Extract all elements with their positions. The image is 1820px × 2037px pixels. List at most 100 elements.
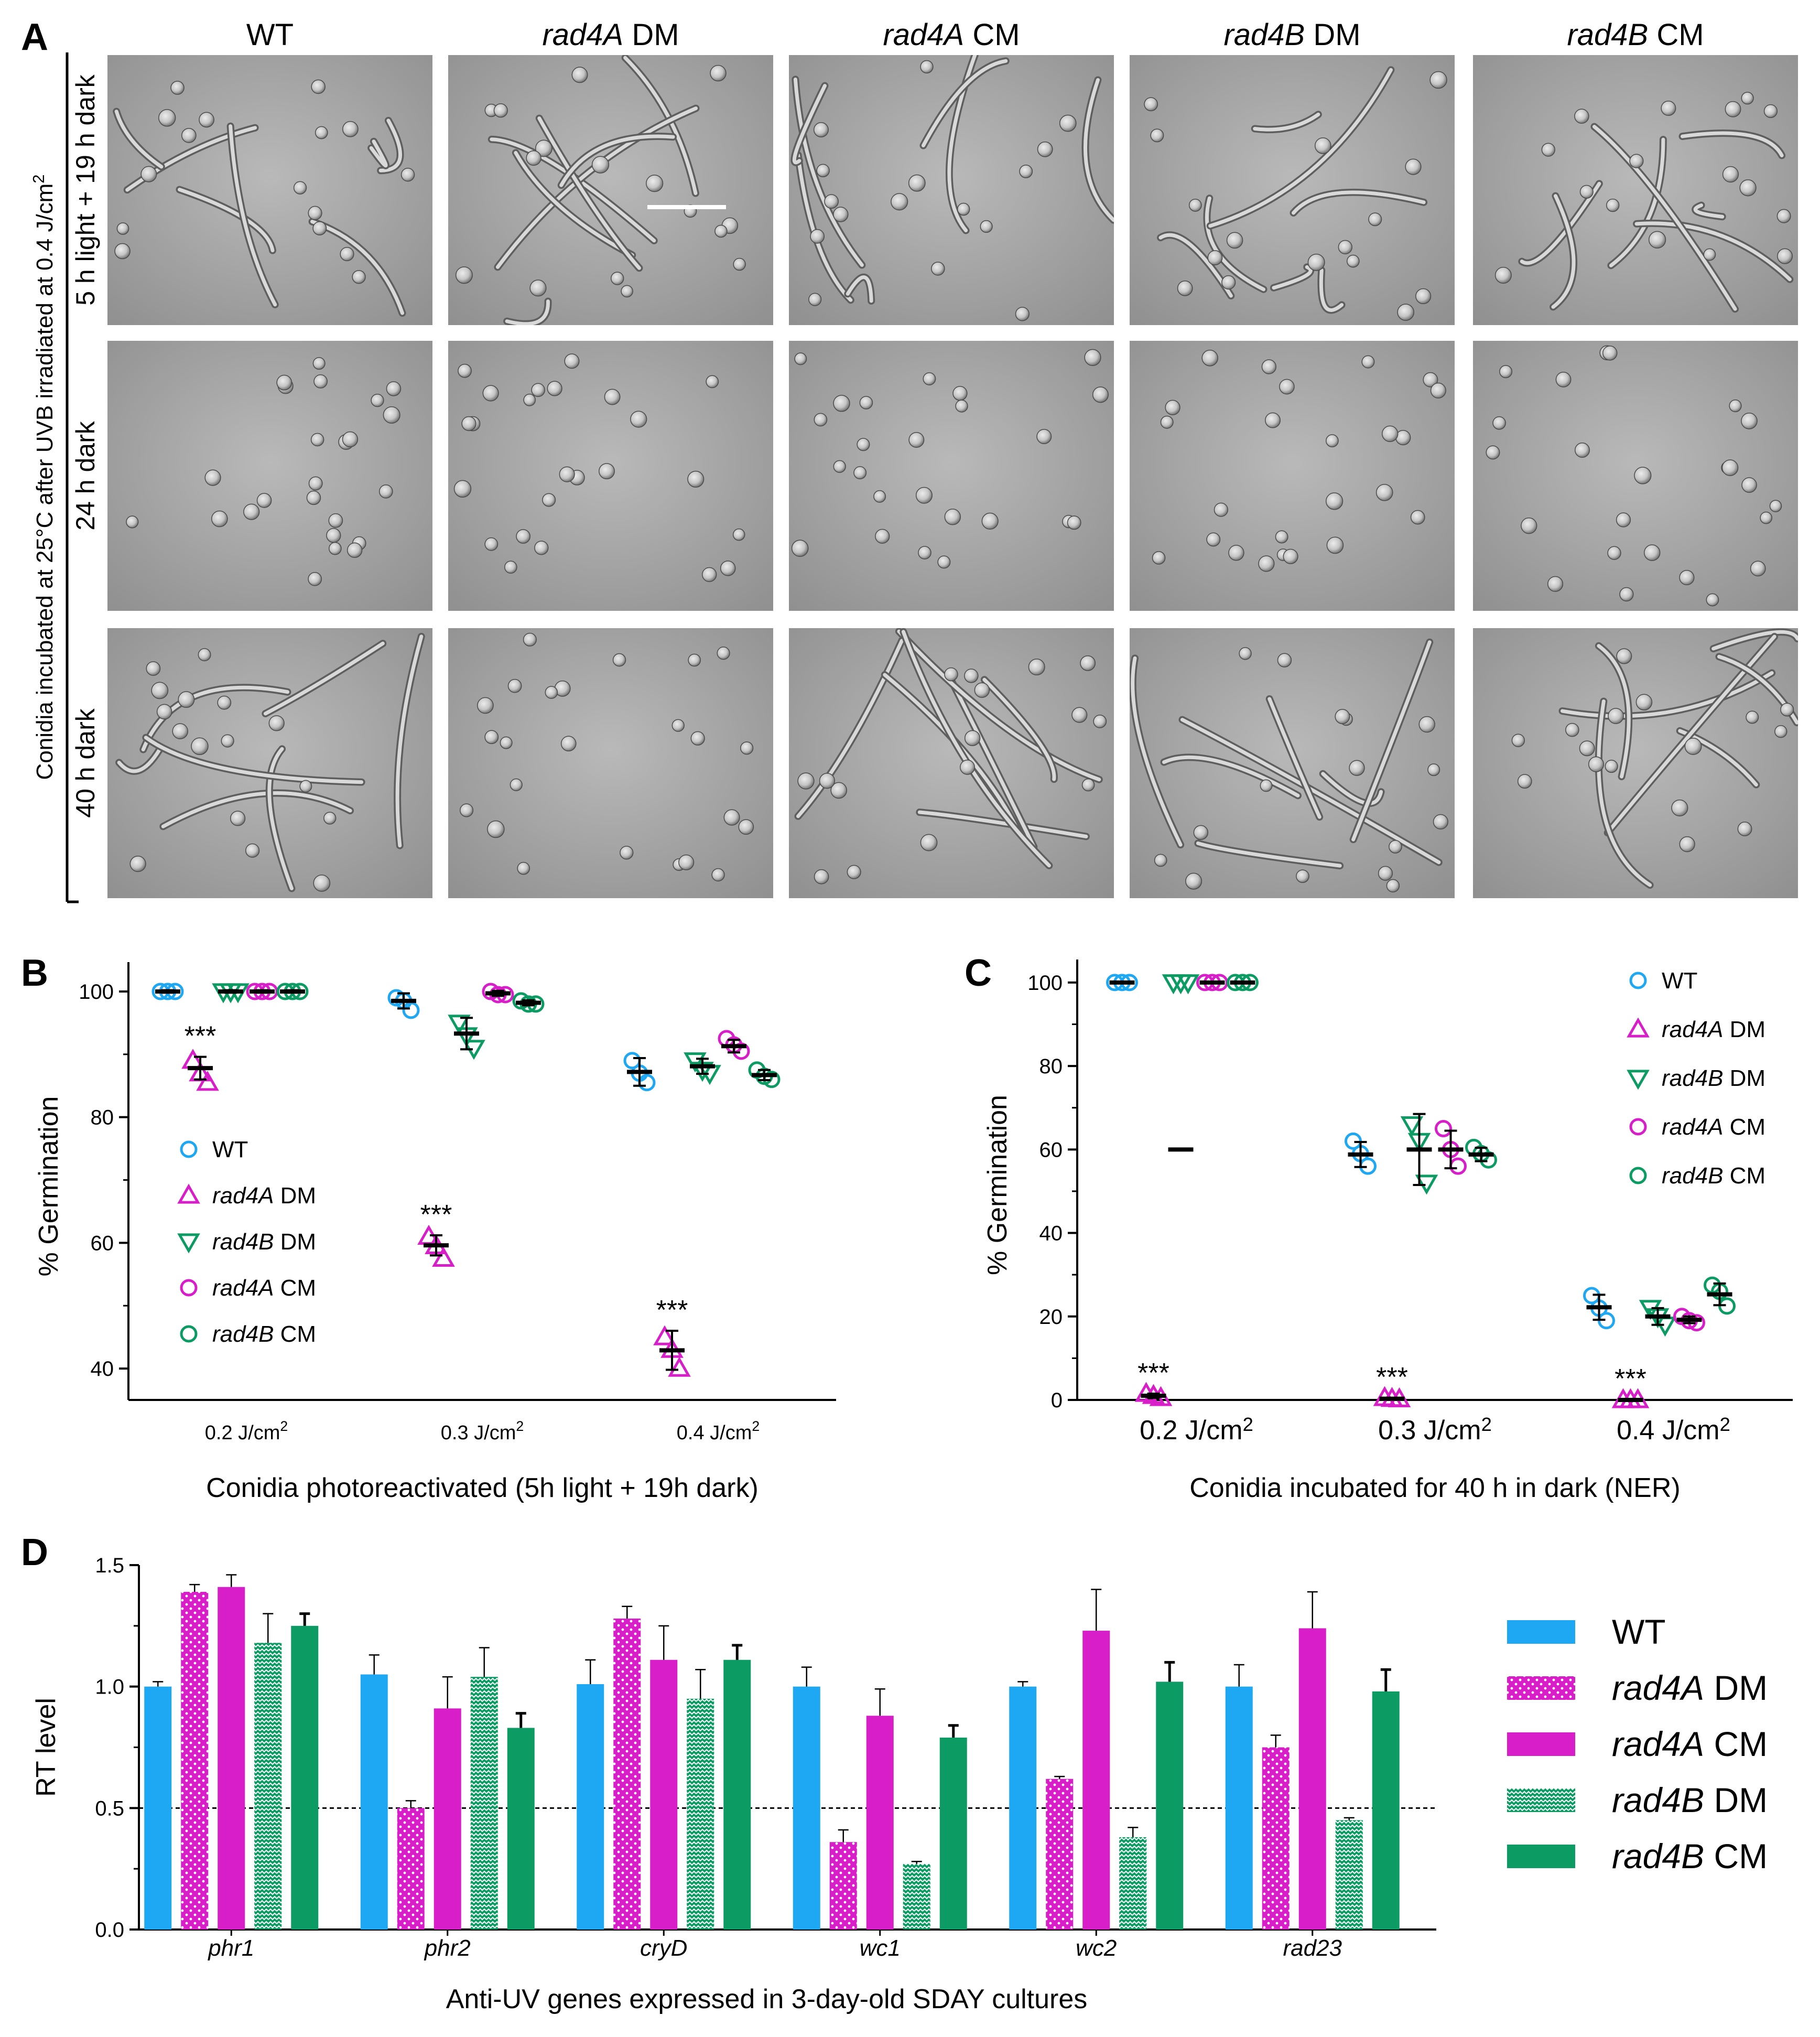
bar [1046,1779,1074,1930]
hypha-highlight [1520,181,1601,265]
conidium [455,266,473,284]
conidium [1643,544,1661,561]
x-category-label-main: 0.4 J/cm [677,1422,752,1444]
hypha-highlight [1158,233,1233,298]
bar [291,1625,319,1930]
data-point [1627,1017,1650,1038]
data-point [180,1140,198,1158]
series-group [1704,1276,1736,1315]
x-axis-title: Conidia incubated for 40 h in dark (NER) [1189,1473,1680,1503]
conidium [1774,725,1788,738]
conidium [126,515,139,529]
conidium [1776,209,1791,223]
column-label-italic: rad4A [542,18,623,52]
series-group [1106,974,1138,991]
conidium [960,759,976,775]
hypha-highlight [1180,718,1441,865]
y-tick-label: 1.5 [95,1554,124,1577]
legend-label-italic: rad4B [212,1229,274,1255]
conidium [1081,778,1095,792]
conidium [323,812,337,825]
conidium [1648,231,1666,249]
hypha-highlight [950,680,1036,849]
chart-b: 40 60 80 100 % Germination Conidia photoreact… [34,962,836,1503]
x-category-label-sup: 2 [516,1418,524,1434]
conidium [172,723,188,739]
conidium [199,112,214,128]
conidium [1177,280,1193,296]
series-group [151,983,184,1000]
conidium [630,411,647,428]
conidium [516,529,530,544]
x-category-label: 0.2 J/cm2 [205,1418,288,1444]
bar [254,1643,282,1930]
conidium [1378,866,1393,881]
conidium [1541,143,1555,157]
conidium [923,372,936,385]
column-label: rad4A DM [542,18,679,52]
series-group [1227,974,1259,991]
micrograph-tile [1473,628,1798,898]
legend-label-plain: CM [1704,1725,1768,1763]
conidium [1150,128,1164,143]
conidium [875,529,890,544]
conidium [1517,774,1532,789]
bar [866,1716,894,1930]
conidium [1160,415,1174,429]
conidium [1619,587,1634,602]
hypha-highlight [505,299,550,325]
conidium [599,463,615,480]
conidium [974,682,990,698]
conidium [1067,515,1081,530]
conidium [1494,266,1512,284]
conidium [1258,555,1275,572]
hypha-highlight [796,639,904,818]
conidium [1015,307,1030,321]
y-tick-label: 100 [79,980,114,1004]
hypha-highlight [1319,268,1344,312]
conidium [1277,653,1292,667]
conidium [1296,869,1309,883]
conidium [293,181,307,195]
legend-swatch [1507,1620,1575,1644]
conidium [1565,723,1579,737]
conidium [1429,71,1447,89]
conidium [723,809,740,826]
conidium [1260,779,1273,792]
data-point [1629,1118,1647,1136]
conidium [1729,399,1742,413]
data-point [1627,1070,1650,1090]
conidium [1679,836,1695,853]
bar [434,1708,461,1930]
conidium [542,493,556,507]
panel-a: A WT rad4A DM rad4A CM rad4B DM rad4B CM Con… [21,16,1798,903]
conidium [268,715,285,731]
legend-label-plain: DM [274,1229,316,1255]
y-tick-label: 40 [1039,1222,1063,1245]
x-category-label: 0.3 J/cm2 [441,1418,524,1444]
conidium [1608,708,1624,724]
bar [1372,1691,1400,1930]
legend-label-plain: DM [1723,1017,1765,1042]
conidium [1325,492,1344,510]
column-label-italic: rad4A [883,18,964,52]
legend-label-italic: rad4B [1612,1837,1704,1876]
panel-a-side-label: Conidia incubated at 25°C after UVB irra… [29,175,58,780]
conidium [204,469,221,486]
conidium [646,175,664,192]
conidium [937,555,951,569]
conidium [1207,250,1223,266]
hypha-highlight [267,747,294,890]
conidium [1423,372,1438,387]
conidium [156,704,172,720]
hypha-highlight [917,810,1088,838]
data-point [1400,1116,1424,1137]
x-category-label-sup: 2 [1243,1414,1253,1435]
micrograph-tile [1130,55,1455,325]
conidium [170,81,185,95]
conidium [1037,141,1053,157]
conidium [1721,459,1739,476]
conidium [211,510,228,527]
conidium [964,669,979,683]
conidium [1415,288,1432,305]
